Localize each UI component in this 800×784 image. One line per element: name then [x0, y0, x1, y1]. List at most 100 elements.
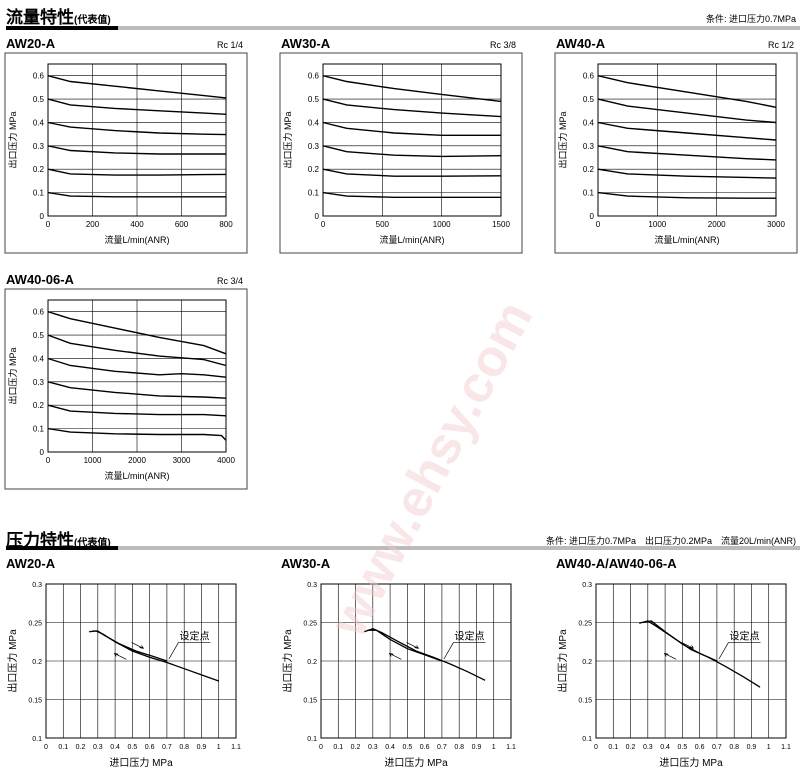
y-axis-label: 出口压力 MPa: [557, 111, 568, 168]
pressure-title-text: 压力特性: [6, 531, 74, 550]
series-line-1: [47, 334, 227, 367]
series-line-3: [597, 145, 777, 161]
y-tick-label: 0.3: [33, 378, 45, 387]
x-tick-label: 400: [130, 220, 144, 229]
series-line-4: [597, 168, 777, 179]
x-tick-label: 0: [321, 220, 326, 229]
y-tick-label: 0.3: [582, 582, 592, 589]
x-tick-label: 0.9: [472, 744, 482, 751]
model-flow-aw20: AW20-A: [6, 36, 56, 51]
y-tick-label: 0.2: [308, 165, 320, 174]
y-tick-label: 0.1: [582, 736, 592, 743]
annotation-label: 设定点: [730, 629, 760, 642]
x-tick-label: 0.3: [643, 744, 653, 751]
y-axis-label: 出口压力 MPa: [7, 347, 18, 404]
series-line-2: [597, 121, 777, 141]
flow-section-title: 流量特性(代表值): [6, 3, 111, 28]
flow-chart-aw20: 0 200 400 600 800 0 0.1 0.2 0.3 0.4 0.5 0.6 流量L/min(…: [4, 52, 248, 254]
x-axis-label: 流量L/min(ANR): [654, 234, 719, 245]
x-tick-label: 1000: [648, 220, 666, 229]
y-tick-label: 0: [590, 212, 595, 221]
x-tick-label: 0: [46, 456, 51, 465]
plot-area: [597, 63, 777, 217]
y-tick-label: 0.4: [583, 118, 595, 127]
flow-chart-aw40: 0 1000 2000 3000 0 0.1 0.2 0.3 0.4 0.5 0.6 流量L/min(…: [554, 52, 798, 254]
series-line-0: [322, 75, 502, 103]
model-press-aw30: AW30-A: [281, 556, 331, 571]
arrow-up: [388, 652, 402, 660]
x-tick-label: 0.7: [162, 744, 172, 751]
arrow-down: [406, 642, 419, 649]
y-axis-label: 出口压力 MPa: [281, 629, 294, 693]
series-line-0: [47, 311, 227, 355]
x-tick-label: 1.1: [506, 744, 516, 751]
x-tick-label: 0.4: [385, 744, 395, 751]
x-tick-label: 1.1: [781, 744, 791, 751]
x-axis-label: 进口压力 MPa: [659, 756, 723, 769]
annotation-label: 设定点: [180, 629, 210, 642]
pressure-chart-aw40: 0 0.1 0.2 0.3 0.4 0.5 0.6 0.7 0.8 0.9 1 1.10.10.150…: [556, 582, 791, 769]
x-tick-label: 0.1: [333, 744, 343, 751]
chart-frame: [279, 52, 523, 254]
y-tick-label: 0.2: [33, 401, 45, 410]
y-axis-label: 出口压力 MPa: [7, 111, 18, 168]
port-flow-aw30: Rc 3/8: [490, 40, 517, 50]
pressure-chart-aw20: 0 0.1 0.2 0.3 0.4 0.5 0.6 0.7 0.8 0.9 1 1.10.10.150…: [6, 582, 241, 769]
x-tick-label: 0.9: [197, 744, 207, 751]
y-tick-label: 0: [40, 212, 45, 221]
arrow-up: [663, 652, 677, 660]
x-tick-label: 0.3: [368, 744, 378, 751]
y-tick-label: 0.2: [582, 659, 592, 666]
x-tick-label: 0.2: [351, 744, 361, 751]
x-tick-label: 0: [319, 744, 323, 751]
x-tick-label: 0.4: [110, 744, 120, 751]
arrow-down: [681, 642, 694, 649]
y-tick-label: 0.3: [33, 142, 45, 151]
x-tick-label: 0.6: [145, 744, 155, 751]
series-line-1: [47, 98, 227, 115]
flow-section-bar: [6, 26, 800, 30]
flow-chart-aw30: 0 500 1000 1500 0 0.1 0.2 0.3 0.4 0.5 0.6 流量L/min(A…: [279, 52, 523, 254]
x-tick-label: 0.5: [402, 744, 412, 751]
port-flow-aw20: Rc 1/4: [217, 40, 244, 50]
model-flow-aw40: AW40-A: [556, 36, 606, 51]
y-tick-label: 0.5: [33, 331, 45, 340]
y-tick-label: 0.5: [583, 95, 595, 104]
y-tick-label: 0.2: [33, 165, 45, 174]
y-tick-label: 0.25: [578, 621, 592, 628]
x-tick-label: 0.1: [608, 744, 618, 751]
model-flow-aw30: AW30-A: [281, 36, 331, 51]
y-tick-label: 0.3: [32, 582, 42, 589]
flow-subtitle-text: (代表值): [74, 15, 111, 26]
series-line-1: [642, 620, 718, 662]
arrow-down: [131, 642, 144, 649]
y-tick-label: 0.4: [308, 118, 320, 127]
x-tick-label: 0.4: [660, 744, 670, 751]
flow-chart-aw40-06: 0 1000 2000 3000 4000 0 0.1 0.2 0.3 0.4 0.5 0.6 流量L/…: [4, 288, 248, 490]
chart-frame: [4, 52, 248, 254]
x-tick-label: 0.8: [179, 744, 189, 751]
y-tick-label: 0.6: [33, 308, 45, 317]
x-tick-label: 1: [767, 744, 771, 751]
pressure-subtitle-text: (代表值): [74, 538, 111, 549]
series-line-5: [47, 427, 227, 441]
plot-area: [322, 63, 502, 217]
x-tick-label: 0.8: [729, 744, 739, 751]
model-press-aw20: AW20-A: [6, 556, 56, 571]
series-line-3: [47, 145, 226, 155]
x-tick-label: 3000: [173, 456, 191, 465]
series-line-1: [322, 98, 502, 118]
y-tick-label: 0.6: [308, 72, 320, 81]
x-tick-label: 600: [175, 220, 189, 229]
x-tick-label: 1: [492, 744, 496, 751]
x-axis-label: 流量L/min(ANR): [379, 234, 444, 245]
series-line-0: [639, 620, 761, 688]
x-tick-label: 3000: [767, 220, 785, 229]
y-axis-label: 出口压力 MPa: [6, 629, 19, 693]
y-tick-label: 0.25: [28, 621, 42, 628]
chart-frame: [554, 52, 798, 254]
y-tick-label: 0.5: [33, 95, 45, 104]
y-tick-label: 0.2: [32, 659, 42, 666]
x-tick-label: 0.5: [677, 744, 687, 751]
x-tick-label: 1000: [433, 220, 451, 229]
